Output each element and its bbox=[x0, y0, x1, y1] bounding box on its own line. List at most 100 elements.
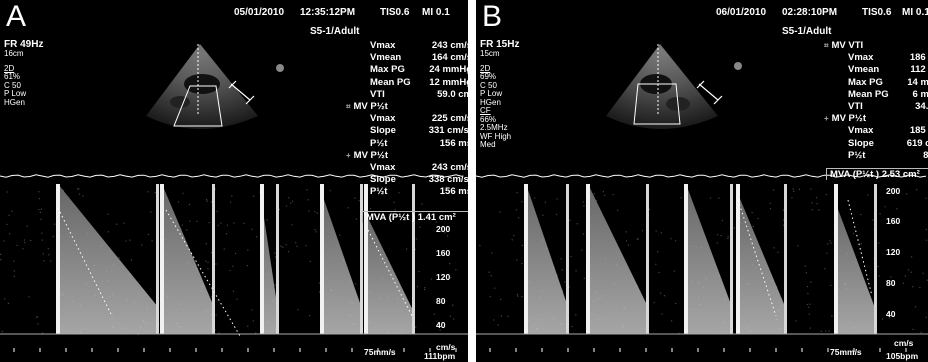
speckle bbox=[583, 277, 585, 279]
speckle bbox=[491, 252, 493, 254]
speckle bbox=[916, 189, 918, 191]
power: P Low bbox=[4, 89, 27, 98]
speckle bbox=[129, 239, 131, 241]
speckle bbox=[513, 234, 515, 236]
measurement-section-title: ⌗ MV P½t bbox=[346, 100, 388, 112]
speckle bbox=[181, 224, 183, 226]
speckle bbox=[182, 192, 184, 194]
speckle bbox=[488, 271, 490, 273]
speckle bbox=[925, 197, 927, 199]
speckle bbox=[783, 224, 785, 226]
2d-sector-image bbox=[146, 44, 284, 129]
speckle bbox=[479, 244, 481, 247]
speckle bbox=[792, 188, 794, 190]
speckle bbox=[290, 202, 292, 204]
frame-rate: FR 15Hz bbox=[480, 39, 520, 50]
speckle bbox=[398, 192, 400, 194]
speckle bbox=[421, 203, 423, 205]
speckle bbox=[40, 208, 42, 210]
speckle bbox=[648, 208, 651, 210]
speckle bbox=[8, 214, 10, 216]
speckle bbox=[678, 332, 680, 334]
speckle bbox=[415, 326, 417, 328]
speckle bbox=[825, 330, 827, 332]
speckle bbox=[515, 209, 518, 211]
speckle bbox=[511, 239, 513, 241]
speckle bbox=[226, 233, 228, 235]
speckle bbox=[500, 315, 502, 317]
speckle bbox=[867, 194, 869, 196]
speckle bbox=[797, 245, 799, 247]
speckle bbox=[433, 313, 435, 315]
speckle bbox=[878, 275, 880, 277]
speckle bbox=[769, 202, 771, 204]
speckle bbox=[890, 189, 893, 191]
cf-frequency: 2.5MHz bbox=[480, 123, 508, 132]
mva-result: MVA (P½t ) 1.41 cm² bbox=[362, 211, 468, 223]
speckle bbox=[38, 198, 40, 200]
speckle bbox=[818, 209, 820, 211]
speckle bbox=[925, 228, 927, 231]
spectral-envelope bbox=[836, 204, 876, 334]
speckle bbox=[733, 227, 735, 229]
speckle bbox=[285, 205, 288, 207]
measurement-row: Vmean 164 cm/s bbox=[370, 52, 468, 64]
speckle bbox=[911, 256, 913, 258]
scale-tick: 160 bbox=[886, 216, 901, 226]
speckle bbox=[782, 209, 785, 211]
measurement-trace bbox=[165, 209, 241, 337]
speckle bbox=[810, 188, 812, 190]
speckle bbox=[637, 238, 639, 240]
scale-unit: cm/s bbox=[436, 342, 456, 352]
speckle bbox=[769, 208, 772, 210]
valve-click-line bbox=[736, 184, 740, 334]
speckle bbox=[393, 201, 395, 203]
measurement-row: Mean PG 12 mmHg bbox=[370, 76, 468, 88]
speckle bbox=[902, 282, 905, 284]
speckle bbox=[795, 320, 797, 322]
speckle bbox=[655, 230, 657, 232]
mi-index: MI 0.1 bbox=[422, 7, 450, 18]
exam-date: 06/01/2010 bbox=[716, 7, 767, 18]
speckle bbox=[50, 260, 52, 262]
speckle bbox=[575, 314, 577, 316]
panel-letter: B bbox=[482, 0, 503, 33]
speckle bbox=[296, 245, 298, 248]
speckle bbox=[220, 222, 222, 224]
measurement-row: P½t87 ms bbox=[848, 149, 928, 161]
speckle bbox=[718, 197, 720, 199]
sweep-speed: 75mm/s bbox=[364, 347, 396, 357]
speckle bbox=[831, 315, 833, 317]
marker-icon: + bbox=[346, 150, 351, 160]
speckle bbox=[247, 325, 249, 327]
speckle bbox=[208, 222, 210, 224]
measurement-trace bbox=[847, 199, 873, 297]
spectral-envelope bbox=[162, 184, 214, 334]
speckle bbox=[255, 332, 257, 334]
valve-click-line bbox=[566, 184, 569, 334]
speckle bbox=[576, 223, 578, 225]
speckle bbox=[439, 329, 441, 331]
frequency: HGen bbox=[4, 97, 25, 107]
speckle bbox=[274, 252, 276, 254]
speckle bbox=[252, 320, 254, 322]
speckle bbox=[307, 199, 309, 201]
speckle bbox=[499, 211, 501, 213]
measurement-section-title: ⌗ MV VTI bbox=[824, 40, 864, 51]
scale-tick: 120 bbox=[436, 272, 451, 282]
speckle bbox=[23, 239, 26, 241]
valve-click-line bbox=[212, 184, 215, 334]
speckle bbox=[806, 303, 808, 306]
speckle bbox=[358, 200, 360, 202]
spectral-envelope bbox=[526, 184, 568, 334]
spectral-envelope bbox=[738, 194, 786, 334]
speckle bbox=[533, 197, 536, 199]
speckle bbox=[295, 242, 297, 244]
speckle bbox=[315, 231, 317, 233]
speckle bbox=[316, 212, 318, 214]
valve-click-line bbox=[412, 184, 415, 334]
speckle bbox=[306, 189, 308, 191]
speckle bbox=[807, 292, 809, 295]
